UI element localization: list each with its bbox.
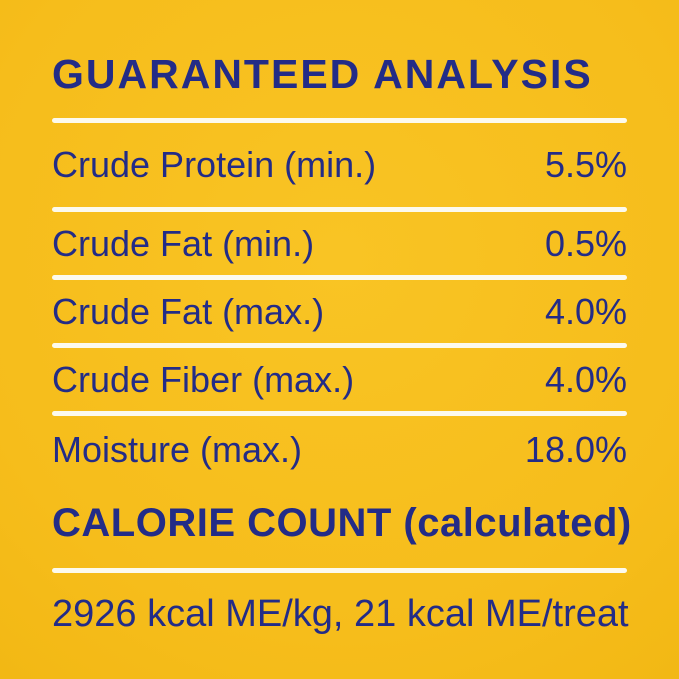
nutrient-label: Crude Fiber (max.) [52,358,355,400]
nutrient-label: Crude Protein (min.) [52,144,377,185]
nutrient-label: Crude Fat (max.) [52,290,325,332]
nutrient-value: 0.5% [544,222,627,264]
analysis-row-crude-protein-min: Crude Protein (min.) 5.5% [52,123,627,207]
guaranteed-analysis-title: GUARANTEED ANALYSIS [52,51,593,97]
analysis-row-crude-fat-max: Crude Fat (max.) 4.0% [52,280,627,343]
nutrient-value: 18.0% [524,429,627,470]
divider [52,118,627,123]
calorie-count-heading: CALORIE COUNT (calculated) [52,501,632,545]
divider [52,411,627,416]
divider [52,207,627,212]
divider [52,275,627,280]
divider [52,343,627,348]
analysis-row-crude-fiber-max: Crude Fiber (max.) 4.0% [52,348,627,411]
nutrient-label: Crude Fat (min.) [52,222,315,264]
analysis-row-moisture-max: Moisture (max.) 18.0% [52,416,627,484]
nutrient-value: 4.0% [544,358,627,400]
analysis-rows: Crude Protein (min.) 5.5% Crude Fat (min… [52,123,627,484]
nutrient-label: Moisture (max.) [52,429,303,470]
nutrient-value: 5.5% [544,144,627,185]
nutrient-value: 4.0% [544,290,627,332]
calorie-count-value: 2926 kcal ME/kg, 21 kcal ME/treat [52,593,629,635]
divider [52,568,627,573]
analysis-row-crude-fat-min: Crude Fat (min.) 0.5% [52,212,627,275]
